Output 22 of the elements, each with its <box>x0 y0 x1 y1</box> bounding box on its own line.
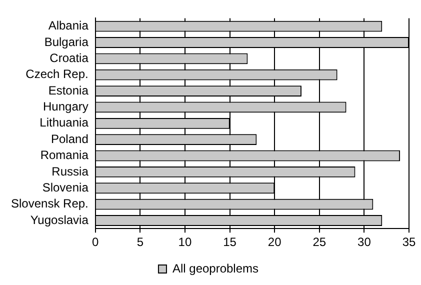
x-tick-label: 10 <box>178 235 192 250</box>
y-tick-label: Estonia <box>48 83 89 98</box>
y-tick-label: Bulgaria <box>44 34 89 49</box>
x-tick-label: 25 <box>312 235 326 250</box>
x-tick-label: 5 <box>136 235 144 250</box>
y-tick-label: Yugoslavia <box>30 212 89 227</box>
x-tick-label: 35 <box>402 235 416 250</box>
y-tick-label: Romania <box>40 148 89 162</box>
x-tick-label: 0 <box>92 235 100 250</box>
y-tick-label: Albania <box>48 18 89 33</box>
legend-label: All geoproblems <box>172 261 259 276</box>
y-tick-label: Slovensk Rep. <box>11 196 88 211</box>
x-tick-label: 20 <box>268 235 282 250</box>
y-tick-label: Hungary <box>43 100 88 114</box>
y-tick-label: Croatia <box>50 50 89 65</box>
y-tick-label: Poland <box>51 132 88 146</box>
x-tick-label: 30 <box>358 235 372 250</box>
y-tick-label: Lithuania <box>40 116 89 130</box>
y-tick-label: Russia <box>52 164 89 178</box>
x-tick-label: 15 <box>223 235 237 250</box>
y-tick-label: Slovenia <box>42 180 89 194</box>
y-tick-label: Czech Rep. <box>26 67 88 82</box>
